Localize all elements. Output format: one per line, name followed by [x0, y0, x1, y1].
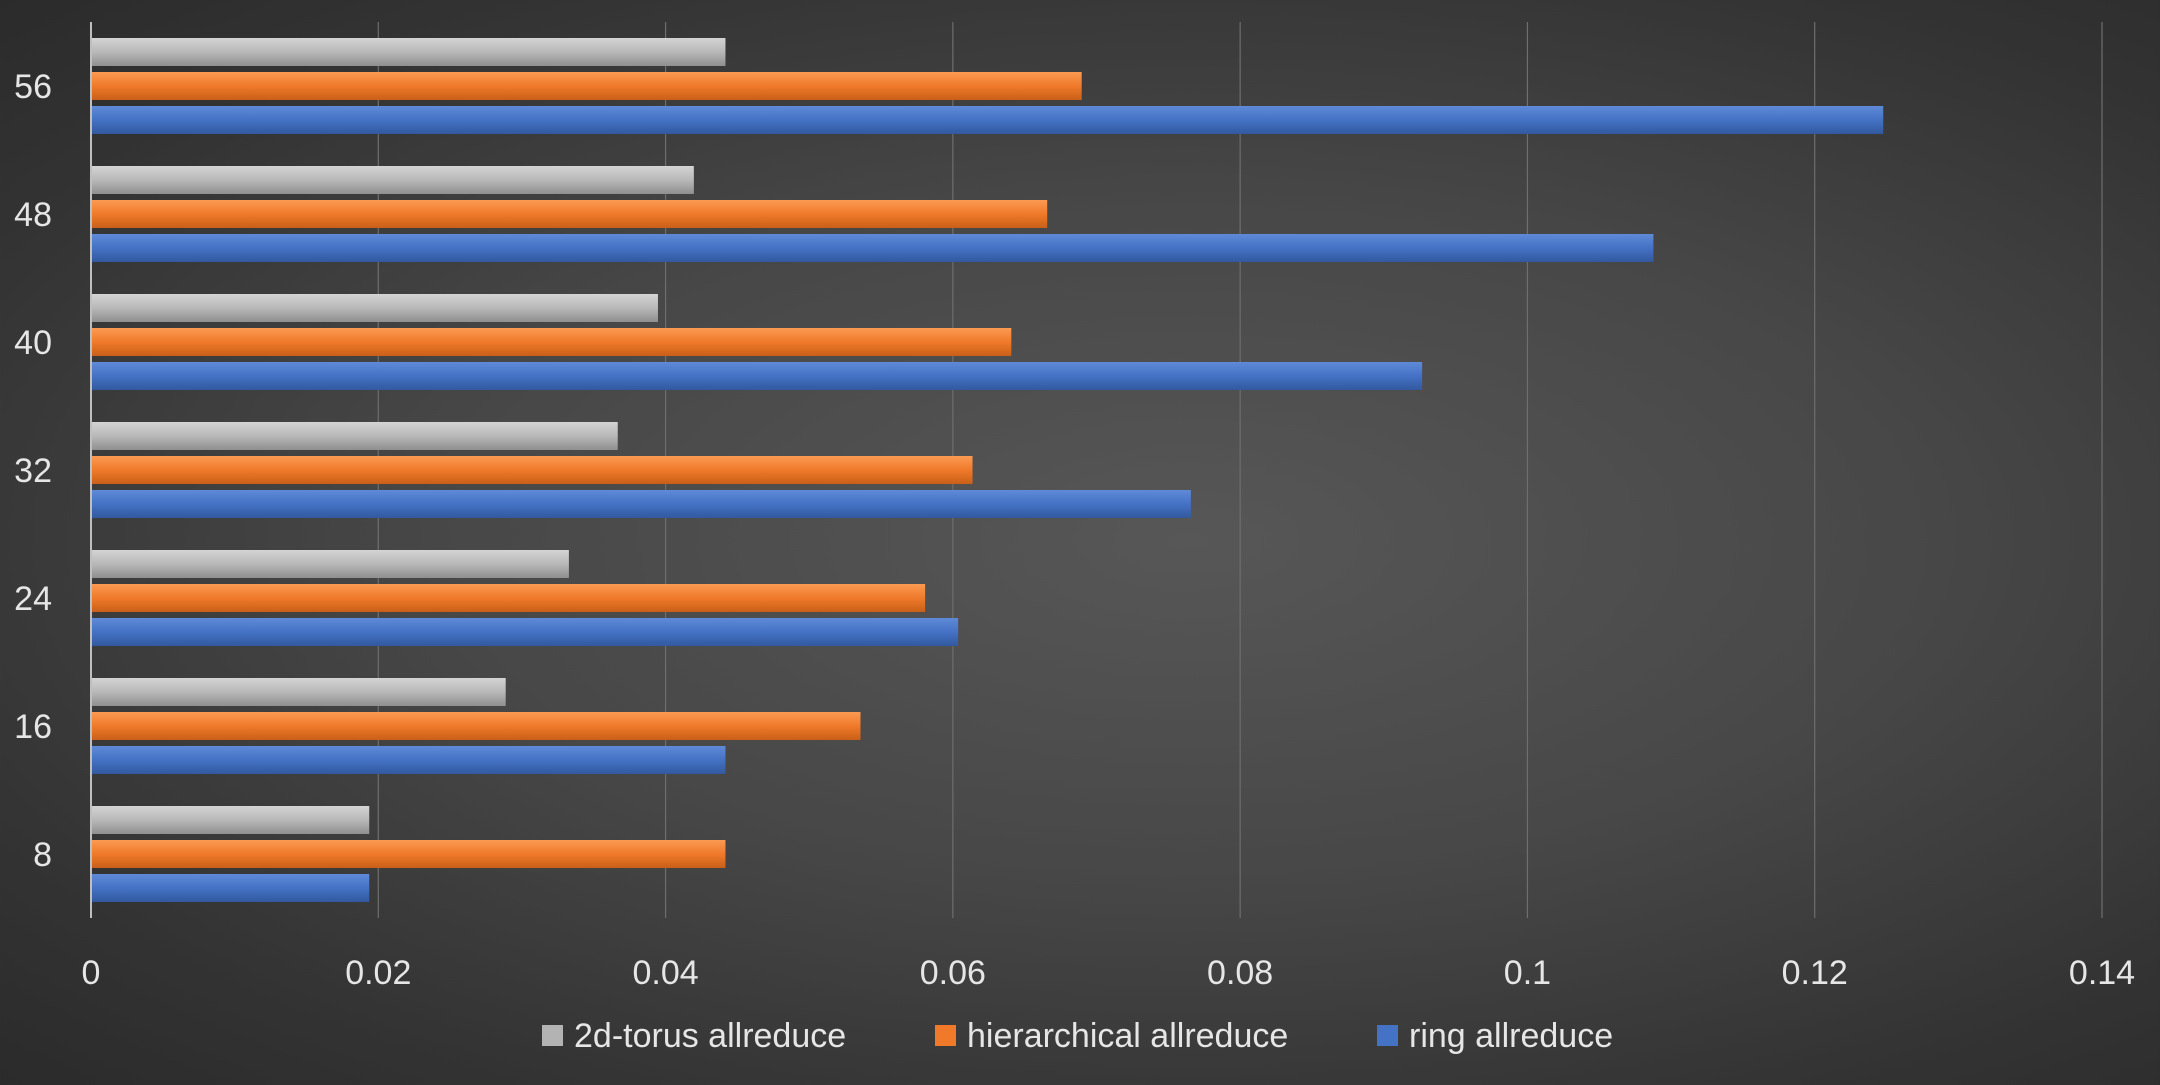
- bar-ring-allreduce-32: [92, 490, 1191, 518]
- x-tick-label: 0.12: [1782, 954, 1848, 992]
- legend-label: ring allreduce: [1409, 1017, 1613, 1055]
- bar-ring-allreduce-24: [92, 618, 959, 646]
- axes: 0 0.02 0.04 0.06 0.08 0.1 0.12 0.14 8 16 24 32 40 48 5…: [14, 22, 2135, 992]
- bar-2d-torus-allreduce-56: [92, 38, 726, 66]
- bar-2d-torus-allreduce-8: [92, 806, 370, 834]
- bar-hierarchical-allreduce-8: [92, 840, 726, 868]
- legend-swatch: [935, 1025, 956, 1046]
- y-tick-label: 40: [14, 324, 52, 362]
- bars: [92, 38, 1884, 902]
- legend-swatch: [542, 1025, 563, 1046]
- y-tick-label: 24: [14, 580, 52, 618]
- x-tick-label: 0.14: [2069, 954, 2135, 992]
- x-tick-label: 0.06: [920, 954, 986, 992]
- bar-hierarchical-allreduce-32: [92, 456, 973, 484]
- y-tick-label: 56: [14, 68, 52, 106]
- bar-ring-allreduce-56: [92, 106, 1884, 134]
- bar-hierarchical-allreduce-48: [92, 200, 1048, 228]
- bar-2d-torus-allreduce-24: [92, 550, 569, 578]
- x-tick-label: 0.04: [632, 954, 698, 992]
- bar-2d-torus-allreduce-32: [92, 422, 618, 450]
- x-tick-label: 0: [82, 954, 101, 992]
- bar-2d-torus-allreduce-16: [92, 678, 506, 706]
- x-tick-label: 0.1: [1504, 954, 1551, 992]
- x-tick-label: 0.02: [345, 954, 411, 992]
- y-tick-label: 16: [14, 708, 52, 746]
- bar-hierarchical-allreduce-16: [92, 712, 861, 740]
- bar-hierarchical-allreduce-24: [92, 584, 926, 612]
- bar-hierarchical-allreduce-56: [92, 72, 1082, 100]
- bar-ring-allreduce-40: [92, 362, 1423, 390]
- bar-2d-torus-allreduce-48: [92, 166, 694, 194]
- y-tick-label: 32: [14, 452, 52, 490]
- bar-2d-torus-allreduce-40: [92, 294, 658, 322]
- bar-ring-allreduce-48: [92, 234, 1654, 262]
- y-tick-label: 8: [33, 836, 52, 874]
- bar-ring-allreduce-8: [92, 874, 370, 902]
- bar-hierarchical-allreduce-40: [92, 328, 1012, 356]
- legend-label: hierarchical allreduce: [967, 1017, 1288, 1055]
- bar-ring-allreduce-16: [92, 746, 726, 774]
- legend: 2d-torus allreduce hierarchical allreduce…: [542, 1017, 1613, 1055]
- legend-label: 2d-torus allreduce: [574, 1017, 846, 1055]
- x-tick-label: 0.08: [1207, 954, 1273, 992]
- y-tick-label: 48: [14, 196, 52, 234]
- legend-swatch: [1377, 1025, 1398, 1046]
